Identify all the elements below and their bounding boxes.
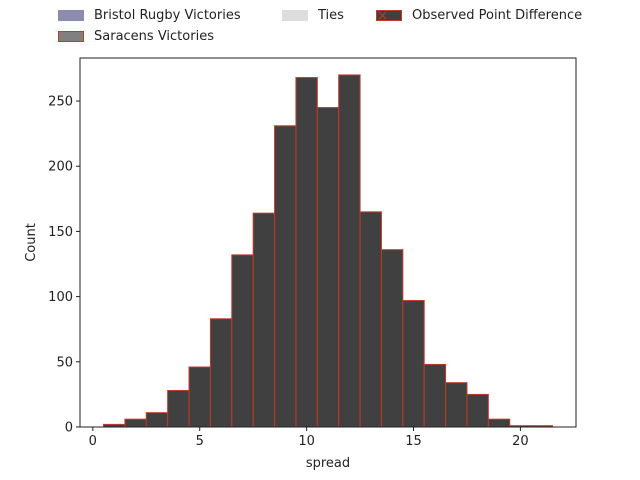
legend-item-bristol: Bristol Rugby Victories (58, 6, 241, 24)
y-axis-label: Count (24, 223, 39, 262)
y-tick-label: 200 (48, 160, 73, 175)
legend-label-saracens: Saracens Victories (94, 28, 214, 44)
bars-group (103, 74, 553, 428)
histogram-bar (124, 418, 147, 428)
histogram-bar (188, 366, 211, 428)
x-tick-label: 5 (196, 434, 204, 449)
plot-frame (79, 57, 577, 428)
x-tick-label: 10 (298, 434, 315, 449)
histogram-bar (316, 107, 340, 428)
legend-swatch-saracens (58, 30, 84, 42)
histogram-bar (402, 300, 425, 428)
histogram-bar (487, 418, 511, 428)
histogram-bar (359, 211, 382, 428)
y-tick-label: 50 (56, 355, 73, 370)
histogram-bar (252, 212, 276, 428)
legend-swatch-bristol (58, 9, 84, 21)
legend-item-ties: Ties (282, 6, 344, 24)
y-tick-label: 250 (48, 95, 73, 110)
histogram-bar (295, 77, 318, 428)
x-tick-label: 0 (89, 434, 97, 449)
histogram-bar (145, 412, 169, 428)
legend-label-observed: Observed Point Difference (412, 7, 583, 23)
hatch-icon (378, 11, 387, 19)
y-tick-label: 150 (48, 225, 73, 240)
legend-swatch-observed (376, 9, 402, 21)
histogram-bar (274, 125, 297, 428)
legend-swatch-ties (282, 9, 308, 21)
legend-label-ties: Ties (318, 7, 344, 23)
x-axis-label: spread (306, 456, 350, 471)
histogram-bar (466, 393, 489, 428)
histogram-bar (423, 363, 447, 428)
histogram-bar (231, 254, 254, 428)
legend-label-bristol: Bristol Rugby Victories (94, 7, 241, 23)
legend-item-observed: Observed Point Difference (376, 6, 582, 24)
x-axis-ticks: 0 5 10 15 20 (89, 427, 529, 449)
histogram-bar (209, 318, 233, 428)
legend-item-saracens: Saracens Victories (58, 27, 214, 45)
histogram-bar (445, 382, 468, 428)
y-tick-label: 100 (48, 290, 73, 305)
y-axis-ticks: 0 50 100 150 200 250 (48, 95, 80, 436)
histogram-bar (167, 389, 190, 428)
legend: Bristol Rugby Victories Saracens Victori… (58, 6, 618, 46)
x-tick-label: 20 (512, 434, 529, 449)
x-tick-label: 15 (405, 434, 422, 449)
y-tick-label: 0 (65, 421, 73, 436)
histogram-bar (380, 249, 404, 428)
histogram-bar (338, 74, 361, 428)
